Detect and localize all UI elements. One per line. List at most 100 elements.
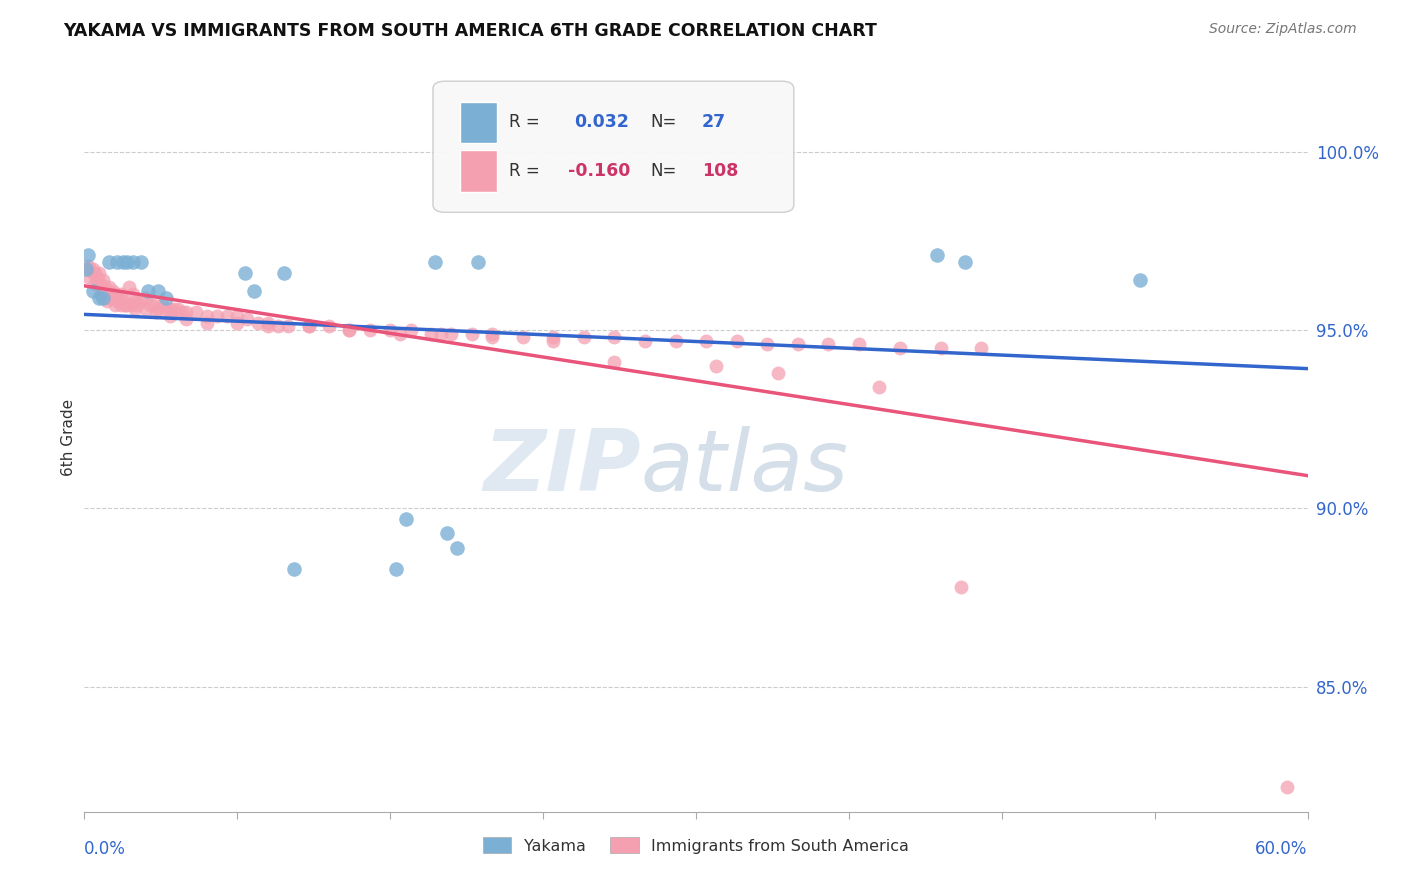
Point xyxy=(423,255,446,269)
Point xyxy=(634,334,657,348)
Point xyxy=(787,337,810,351)
Point xyxy=(1277,780,1299,794)
Point xyxy=(217,309,239,323)
Point xyxy=(91,273,114,287)
Text: 27: 27 xyxy=(702,113,727,131)
Point xyxy=(380,323,402,337)
Legend: Yakama, Immigrants from South America: Yakama, Immigrants from South America xyxy=(477,830,915,860)
Point xyxy=(205,309,228,323)
Point xyxy=(389,326,412,341)
Point xyxy=(82,266,104,280)
Point xyxy=(100,287,122,301)
Point xyxy=(440,326,463,341)
Point xyxy=(135,301,157,316)
Point xyxy=(110,298,132,312)
Point xyxy=(82,284,104,298)
Point xyxy=(124,301,146,316)
Point xyxy=(163,301,186,316)
Point xyxy=(97,280,120,294)
Point xyxy=(105,255,128,269)
Text: YAKAMA VS IMMIGRANTS FROM SOUTH AMERICA 6TH GRADE CORRELATION CHART: YAKAMA VS IMMIGRANTS FROM SOUTH AMERICA … xyxy=(63,22,877,40)
Point xyxy=(83,277,105,291)
Point xyxy=(236,312,259,326)
Point xyxy=(766,366,789,380)
Point xyxy=(543,330,565,344)
Point xyxy=(603,355,626,369)
Point xyxy=(195,316,218,330)
Point xyxy=(706,359,728,373)
Point xyxy=(146,284,169,298)
Point xyxy=(543,334,565,348)
Point xyxy=(925,248,948,262)
Point xyxy=(135,291,157,305)
Point xyxy=(481,330,503,344)
Point xyxy=(848,337,870,351)
Point xyxy=(77,269,100,284)
Point xyxy=(131,294,153,309)
Point xyxy=(86,273,108,287)
Point xyxy=(929,341,952,355)
Point xyxy=(235,266,257,280)
Point xyxy=(242,284,264,298)
Point xyxy=(446,541,468,555)
Point xyxy=(467,255,489,269)
Point xyxy=(385,562,408,576)
Text: 0.0%: 0.0% xyxy=(84,840,127,858)
Point xyxy=(122,287,145,301)
Text: N=: N= xyxy=(651,162,678,180)
Point xyxy=(756,337,779,351)
Point xyxy=(226,316,249,330)
Point xyxy=(124,294,146,309)
Point xyxy=(970,341,993,355)
Point xyxy=(118,280,141,294)
Point xyxy=(512,330,534,344)
Point xyxy=(339,323,361,337)
Point xyxy=(96,294,118,309)
Point xyxy=(79,262,101,277)
Point xyxy=(572,330,595,344)
Point xyxy=(112,255,135,269)
Point xyxy=(481,326,503,341)
Point xyxy=(104,298,127,312)
Bar xyxy=(460,151,496,192)
Point xyxy=(318,319,340,334)
Point xyxy=(90,277,112,291)
Point xyxy=(155,291,177,305)
Text: R =: R = xyxy=(509,162,540,180)
Point xyxy=(146,301,169,316)
Point xyxy=(889,341,911,355)
Point xyxy=(257,316,280,330)
Point xyxy=(86,269,108,284)
Point xyxy=(395,512,418,526)
Text: 108: 108 xyxy=(702,162,738,180)
Point xyxy=(159,301,181,316)
Point xyxy=(339,323,361,337)
Point xyxy=(725,334,748,348)
Text: 60.0%: 60.0% xyxy=(1256,840,1308,858)
Point xyxy=(91,284,114,298)
Text: 0.032: 0.032 xyxy=(574,113,628,131)
Point xyxy=(267,319,290,334)
Point xyxy=(273,266,295,280)
Point xyxy=(695,334,717,348)
Point xyxy=(83,266,105,280)
Point xyxy=(122,255,145,269)
Text: ZIP: ZIP xyxy=(484,425,641,508)
Point xyxy=(298,319,321,334)
Point xyxy=(430,326,453,341)
Point xyxy=(82,262,104,277)
Point xyxy=(155,301,177,316)
Point xyxy=(108,291,131,305)
Point xyxy=(869,380,891,394)
Point xyxy=(420,326,443,341)
Text: Source: ZipAtlas.com: Source: ZipAtlas.com xyxy=(1209,22,1357,37)
Point xyxy=(105,294,128,309)
Point xyxy=(195,309,218,323)
Y-axis label: 6th Grade: 6th Grade xyxy=(60,399,76,475)
Point xyxy=(115,255,138,269)
Point xyxy=(75,262,97,277)
Point xyxy=(105,291,128,305)
Point xyxy=(87,277,110,291)
Text: atlas: atlas xyxy=(641,425,849,508)
Point xyxy=(114,298,136,312)
